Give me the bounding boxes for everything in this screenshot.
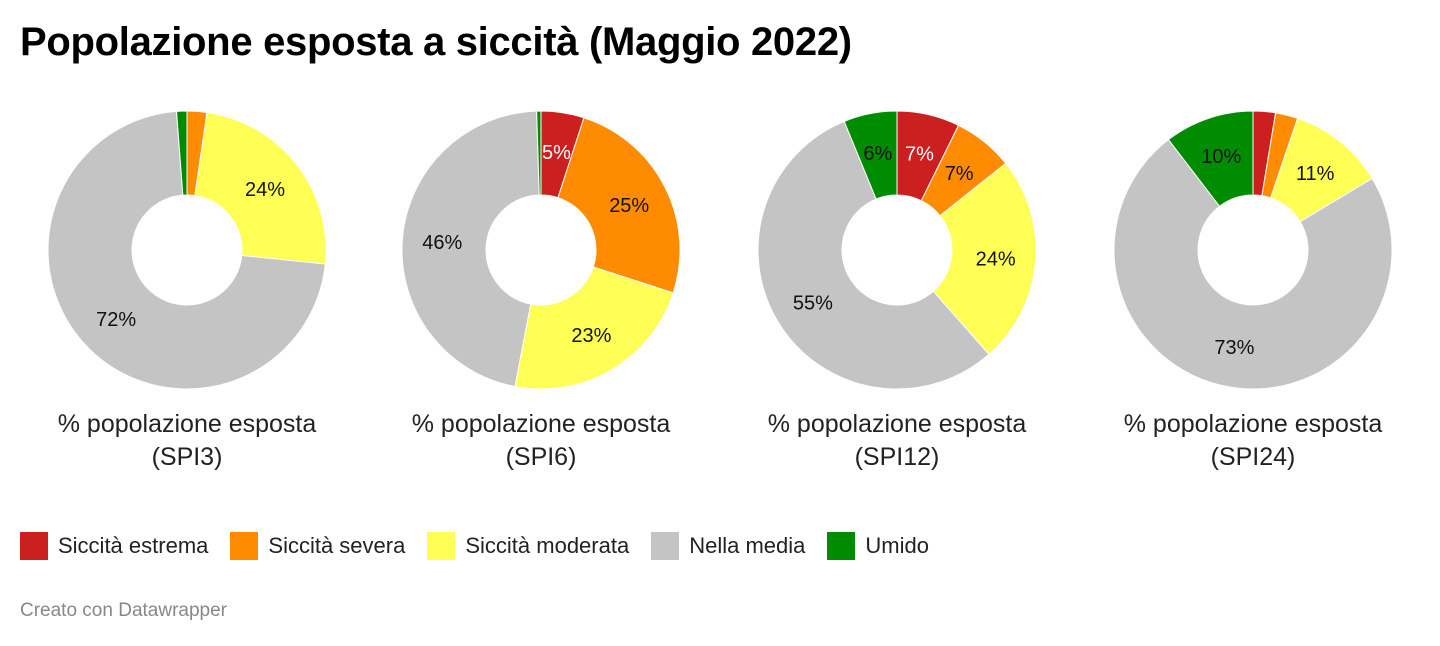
donut-caption: % popolazione esposta (SPI3) — [9, 408, 365, 474]
legend-item: Siccità estrema — [20, 532, 208, 560]
donut-caption: % popolazione esposta (SPI24) — [1075, 408, 1431, 474]
legend-label: Siccità estrema — [58, 533, 209, 558]
donut-caption: % popolazione esposta (SPI12) — [719, 408, 1075, 474]
legend-label: Siccità severa — [268, 533, 406, 558]
slice-label: 23% — [571, 325, 611, 347]
slice-nella-media — [1113, 138, 1393, 390]
slice-label: 7% — [945, 163, 974, 185]
slice-label: 55% — [793, 292, 833, 314]
legend-label: Siccità moderata — [465, 533, 630, 558]
caption-line: % popolazione esposta — [1123, 410, 1383, 438]
slice-siccit-severa — [557, 117, 681, 294]
caption-line: (SPI12) — [854, 443, 940, 471]
caption-line: (SPI24) — [1210, 443, 1296, 471]
legend-swatch — [651, 532, 680, 560]
slice-nella-media — [401, 110, 540, 388]
caption-line: % popolazione esposta — [411, 410, 671, 438]
caption-line: % popolazione esposta — [767, 410, 1027, 438]
slice-umido — [843, 110, 898, 200]
slice-umido — [1167, 110, 1254, 208]
donut-2: 5% 25% 23% 46% — [401, 110, 681, 390]
slice-nella-media — [757, 120, 990, 390]
legend-label: Umido — [865, 533, 929, 558]
caption-line: (SPI3) — [151, 443, 223, 471]
legend: Siccità estrema Siccità severa Siccità mod… — [20, 532, 951, 560]
footer-credit: Creato con Datawrapper — [20, 600, 227, 621]
slice-nella-media — [47, 110, 326, 390]
slice-label: 5% — [542, 142, 571, 164]
legend-item: Umido — [827, 532, 929, 560]
legend-swatch — [427, 532, 456, 560]
slice-label: 11% — [1296, 163, 1335, 185]
slice-label: 73% — [1214, 337, 1254, 359]
legend-item: Nella media — [651, 532, 805, 560]
chart-title: Popolazione esposta a siccità (Maggio 20… — [20, 20, 852, 64]
slice-label: 24% — [245, 179, 285, 201]
slice-label: 72% — [96, 309, 136, 331]
slice-label: 46% — [422, 232, 462, 254]
slice-label: 10% — [1201, 146, 1241, 168]
donut-1: 24% 72% — [47, 110, 327, 390]
caption-line: (SPI6) — [505, 443, 577, 471]
legend-swatch — [20, 532, 48, 560]
slice-label: 7% — [905, 144, 934, 166]
slice-umido — [175, 110, 188, 196]
legend-swatch — [827, 532, 856, 560]
legend-item: Siccità moderata — [427, 532, 629, 560]
slice-label: 6% — [863, 143, 892, 165]
legend-label: Nella media — [689, 533, 806, 558]
slice-siccit-moderata — [514, 266, 674, 390]
slice-label: 24% — [976, 249, 1016, 271]
donut-caption: % popolazione esposta (SPI6) — [363, 408, 719, 474]
caption-line: % popolazione esposta — [57, 410, 317, 438]
slice-siccit-moderata — [932, 162, 1037, 355]
slice-umido — [536, 110, 542, 196]
slice-label: 25% — [609, 195, 649, 217]
slice-siccit-moderata — [194, 111, 327, 265]
legend-swatch — [230, 532, 259, 560]
donut-4: 11% 73% 10% — [1113, 110, 1393, 390]
legend-item: Siccità severa — [230, 532, 405, 560]
donut-3: 7% 7% 24% 55% 6% — [757, 110, 1037, 390]
